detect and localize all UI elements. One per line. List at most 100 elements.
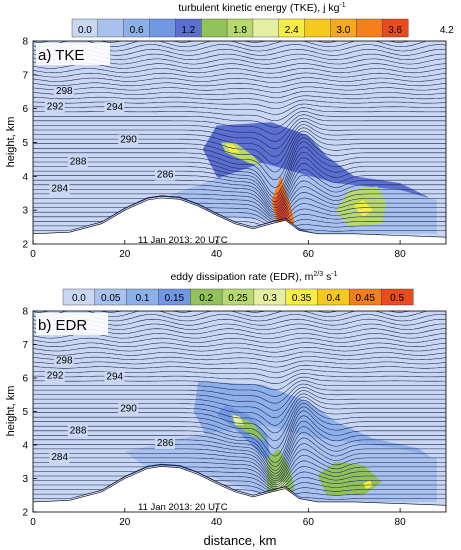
colorbar-swatch [381, 18, 409, 38]
x-tick-label: 0 [30, 517, 36, 528]
colorbar-tick-label: 0.25 [228, 293, 248, 304]
x-tick-label: 60 [303, 517, 315, 528]
x-tick-label: 60 [303, 249, 315, 260]
isentrope-line [33, 443, 446, 482]
isentrope-line [33, 373, 446, 384]
colorbar-tick-label: 0.5 [390, 293, 404, 304]
isentrope-line [33, 180, 446, 215]
tke-panel-label: a) TKE [38, 47, 84, 64]
theta-label-bg [53, 355, 74, 367]
isentrope-line [33, 195, 446, 221]
panel-tke: turbulent kinetic energy (TKE), j kg-1 0… [5, 2, 454, 260]
isentrope-line [33, 114, 446, 135]
isentrope-line [33, 195, 446, 228]
tke-panel-label-box [36, 43, 110, 65]
theta-label: 288 [70, 156, 87, 167]
colorbar-tick-label: 1.2 [181, 25, 195, 36]
colorbar-tick-label: 3.0 [336, 25, 350, 36]
isentrope-line [33, 380, 446, 397]
isentrope-line [33, 130, 446, 173]
colorbar-tick-label: 0.4 [327, 293, 341, 304]
edr-y-axis-label: height, km [5, 386, 17, 437]
edr-axes: 0 20 40 60 80 2 3 4 5 6 7 8 [22, 307, 406, 529]
isentrope-line [33, 95, 446, 104]
isentrope-line [33, 124, 446, 157]
edr-timestamp: 11 Jan 2013: 20 UTC [138, 502, 228, 513]
colorbar-tick-label: 0.3 [263, 293, 277, 304]
theta-label-bg [154, 438, 175, 450]
theta-label-bg [104, 102, 125, 114]
isentrope-line [33, 186, 446, 217]
tke-plot-area [33, 41, 446, 244]
isentrope-line [33, 82, 446, 88]
tke-colorbar: 0.0 0.6 1.2 1.8 2.4 3.0 3.6 4.2 [71, 18, 454, 38]
theta-label: 292 [47, 371, 64, 382]
isentrope-line [33, 464, 446, 491]
tke-theta-labels: 298 292 294 290 288 286 284 [44, 86, 175, 195]
colorbar-tick-label: 0.35 [292, 293, 312, 304]
isentrope-line [33, 399, 446, 441]
colorbar-swatch [201, 18, 228, 38]
theta-label: 286 [157, 438, 174, 449]
theta-label-bg [44, 101, 65, 113]
colorbar-tick-label: 0.15 [165, 293, 185, 304]
isentrope-line [33, 351, 446, 358]
theta-label-bg [154, 169, 175, 181]
tke-timestamp: 11 Jan 2013: 20 UTC [138, 235, 228, 246]
isentrope-line [33, 396, 446, 434]
x-tick-label: 0 [30, 249, 36, 260]
isentrope-line [33, 151, 446, 203]
theta-label-bg [104, 371, 125, 383]
y-tick-label: 4 [22, 441, 28, 452]
isentrope-line [33, 146, 446, 199]
colorbar-swatch [252, 18, 280, 38]
isentrope-line [33, 360, 446, 368]
theta-label-bg [118, 134, 139, 146]
isentrope-line [33, 393, 446, 426]
isentrope-line [33, 168, 446, 211]
tke-y-axis-label: height, km [5, 117, 17, 168]
y-tick-label: 6 [22, 374, 28, 385]
isentrope-line [33, 195, 446, 224]
isentrope-line [33, 356, 446, 363]
isentrope-line [33, 383, 446, 404]
colorbar-tick-label: 0.45 [356, 293, 376, 304]
isentrope-line [33, 63, 446, 69]
panel-edr: eddy dissipation rate (EDR), m2/3 s-1 0.… [5, 271, 447, 548]
theta-label-bg [49, 183, 70, 195]
tke-color-fill [33, 41, 446, 244]
isentrope-line [33, 99, 446, 109]
isentrope-line [33, 464, 446, 491]
theta-label: 284 [51, 184, 68, 195]
isentrope-line [33, 72, 446, 79]
x-tick-label: 20 [119, 249, 131, 260]
isentrope-line [33, 195, 446, 222]
isentrope-line [33, 449, 446, 484]
theta-label: 294 [106, 371, 123, 382]
y-tick-label: 5 [22, 138, 28, 149]
tke-terrain [33, 197, 446, 244]
colorbar-tick-label: 0.0 [72, 293, 86, 304]
edr-panel-label: b) EDR [38, 317, 87, 334]
x-tick-label: 80 [395, 517, 407, 528]
theta-label: 286 [157, 169, 174, 180]
isentrope-line [33, 410, 446, 463]
colorbar-tick-label: 0.6 [130, 25, 144, 36]
isentrope-line [33, 464, 446, 492]
theta-label: 290 [120, 404, 137, 415]
turbulence-region [277, 198, 286, 217]
x-tick-label: 20 [119, 517, 131, 528]
isentrope-line [33, 463, 446, 490]
turbulence-region [267, 448, 295, 499]
isentrope-line [33, 68, 446, 74]
turbulence-region [216, 404, 272, 466]
colorbar-tick-label: 2.4 [285, 25, 299, 36]
isentrope-line [33, 387, 446, 411]
isentrope-line [33, 464, 446, 494]
isentrope-line [33, 426, 446, 474]
isentrope-line [33, 369, 446, 379]
isentrope-line [33, 157, 446, 206]
colorbar-tick-label: 0.05 [101, 293, 121, 304]
isentrope-line [33, 342, 446, 348]
